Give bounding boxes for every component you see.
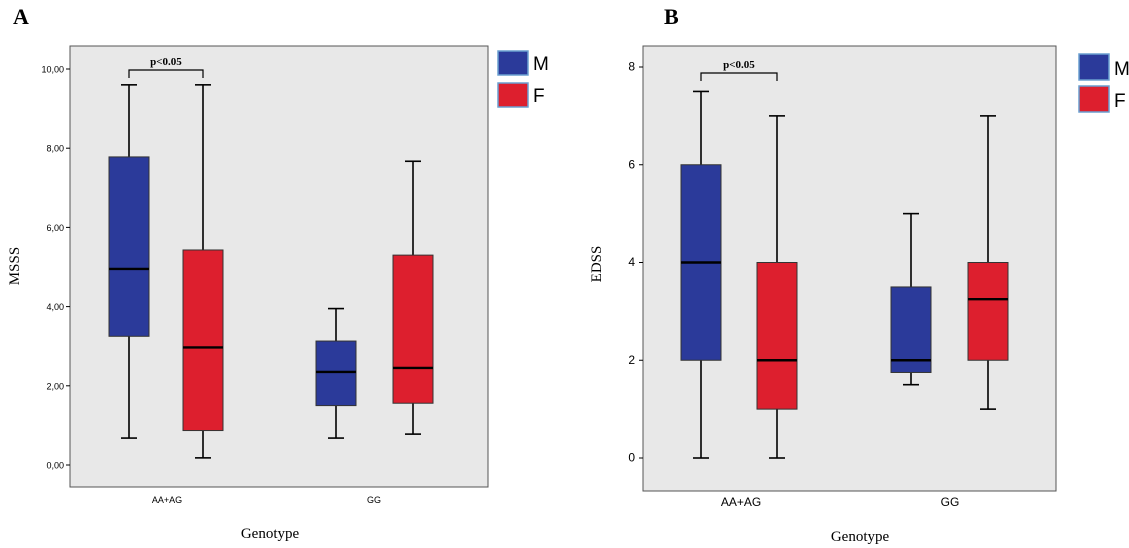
iqr-box (182, 249, 224, 432)
panel-a-x-axis-title: Genotype (241, 526, 300, 542)
legend-label-F: F (533, 86, 545, 107)
box-M-AA+AG (108, 84, 150, 439)
box-M-AA+AG (680, 90, 722, 459)
box-M-GG (890, 212, 932, 386)
iqr-box (756, 262, 798, 410)
panel-b-y-axis-title: EDSS (589, 246, 605, 283)
y-tick-label: 2 (628, 353, 635, 367)
x-tick-label: AA+AG (152, 495, 182, 505)
legend-swatch-M (1078, 53, 1110, 81)
box-F-GG (392, 160, 434, 435)
y-tick-label: 6,00 (46, 223, 64, 233)
iqr-box (392, 254, 434, 404)
panel-a-letter: A (13, 4, 29, 29)
iqr-box (967, 262, 1009, 361)
panel-b-letter: B (664, 4, 679, 29)
y-tick-label: 4 (628, 255, 635, 269)
legend-label-F: F (1114, 91, 1126, 112)
y-tick-label: 0 (628, 451, 635, 465)
panel-a: A 0,00 2,00 4,00 6,00 8,00 10,00 AA+AG GG p<0.0… (7, 4, 549, 542)
legend-label-M: M (533, 54, 549, 75)
iqr-box (890, 286, 932, 373)
box-F-AA+AG (182, 84, 224, 459)
y-tick-label: 2,00 (46, 381, 64, 391)
x-tick-label: GG (941, 495, 960, 509)
iqr-box (108, 156, 150, 337)
significance-bracket (700, 72, 778, 81)
legend-swatch-F (1078, 85, 1110, 113)
legend-label-M: M (1114, 59, 1129, 80)
y-tick-label: 6 (628, 157, 635, 171)
legend-swatch-F (497, 82, 529, 108)
y-tick-label: 8,00 (46, 144, 64, 154)
box-F-GG (967, 115, 1009, 410)
significance-label: p<0.05 (723, 59, 755, 71)
x-tick-label: GG (367, 495, 381, 505)
y-tick-label: 0,00 (46, 461, 64, 471)
significance-bracket (128, 69, 204, 78)
panel-a-y-axis-title: MSSS (7, 247, 23, 285)
iqr-box (315, 340, 357, 407)
y-tick-label: 8 (628, 60, 635, 74)
y-tick-label: 4,00 (46, 302, 64, 312)
panel-b-x-axis-title: Genotype (831, 529, 890, 545)
significance-label: p<0.05 (150, 56, 182, 68)
box-M-GG (315, 307, 357, 439)
legend-swatch-M (497, 50, 529, 76)
box-F-AA+AG (756, 115, 798, 459)
x-tick-label: AA+AG (721, 495, 761, 509)
panel-b: B 0 2 4 6 8 AA+AG GG p<0.05 EDSS Genotype MF (589, 4, 1129, 545)
y-tick-label: 10,00 (41, 65, 64, 75)
